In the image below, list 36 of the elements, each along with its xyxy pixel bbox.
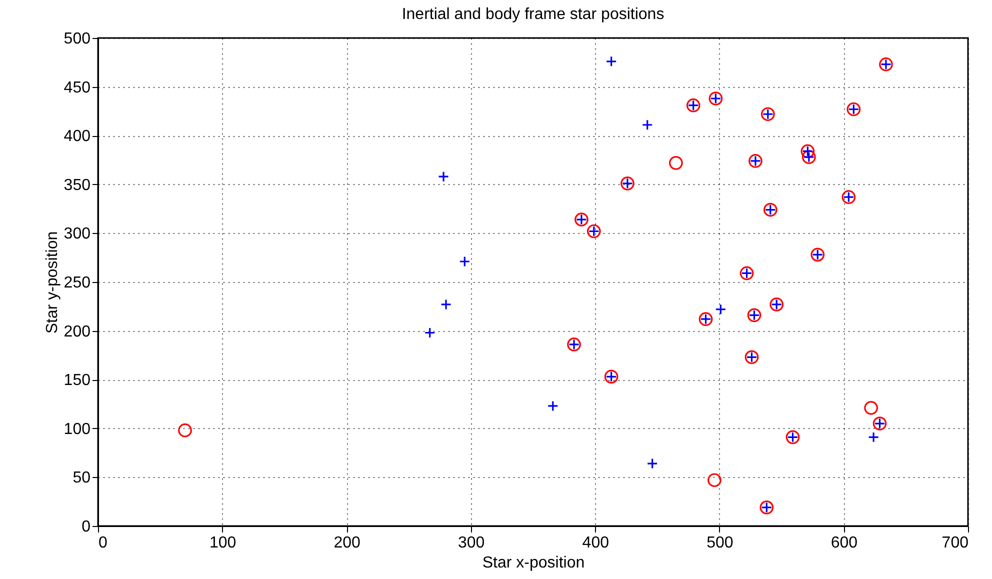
x-tick-label: 700 xyxy=(942,534,969,552)
y-tick-label: 100 xyxy=(64,420,91,438)
x-axis-title: Star x-position xyxy=(482,554,585,572)
y-axis-title: Star y-position xyxy=(44,231,61,334)
point xyxy=(715,304,726,315)
x-tick-label: 600 xyxy=(830,534,858,552)
point xyxy=(459,256,470,268)
chart-title: Inertial and body frame star positions xyxy=(402,6,664,23)
y-tick-label: 300 xyxy=(64,226,91,243)
y-tick-label: 450 xyxy=(64,79,91,96)
point xyxy=(178,423,192,438)
point xyxy=(440,298,452,310)
x-tick-label: 0 xyxy=(98,534,108,552)
point xyxy=(547,400,558,412)
point xyxy=(669,156,683,170)
x-tick-label: 100 xyxy=(209,534,236,552)
point xyxy=(708,473,722,488)
point xyxy=(642,119,653,130)
point xyxy=(606,56,617,67)
point xyxy=(646,458,658,470)
x-tick-label: 500 xyxy=(706,534,734,552)
point xyxy=(438,171,450,182)
x-tick-label: 400 xyxy=(582,534,610,552)
x-tick-label: 200 xyxy=(334,534,361,552)
point xyxy=(424,327,436,338)
point xyxy=(868,432,880,443)
y-tick-label: 200 xyxy=(64,323,91,340)
y-tick-label: 250 xyxy=(64,274,91,292)
point xyxy=(864,400,878,415)
y-tick-label: 350 xyxy=(64,176,91,194)
y-tick-label: 150 xyxy=(64,372,91,390)
y-tick-label: 50 xyxy=(72,470,91,487)
x-tick-label: 300 xyxy=(458,534,485,552)
y-tick-label: 500 xyxy=(64,30,91,48)
y-tick-label: 400 xyxy=(64,128,91,146)
y-tick-label: 0 xyxy=(82,518,91,536)
